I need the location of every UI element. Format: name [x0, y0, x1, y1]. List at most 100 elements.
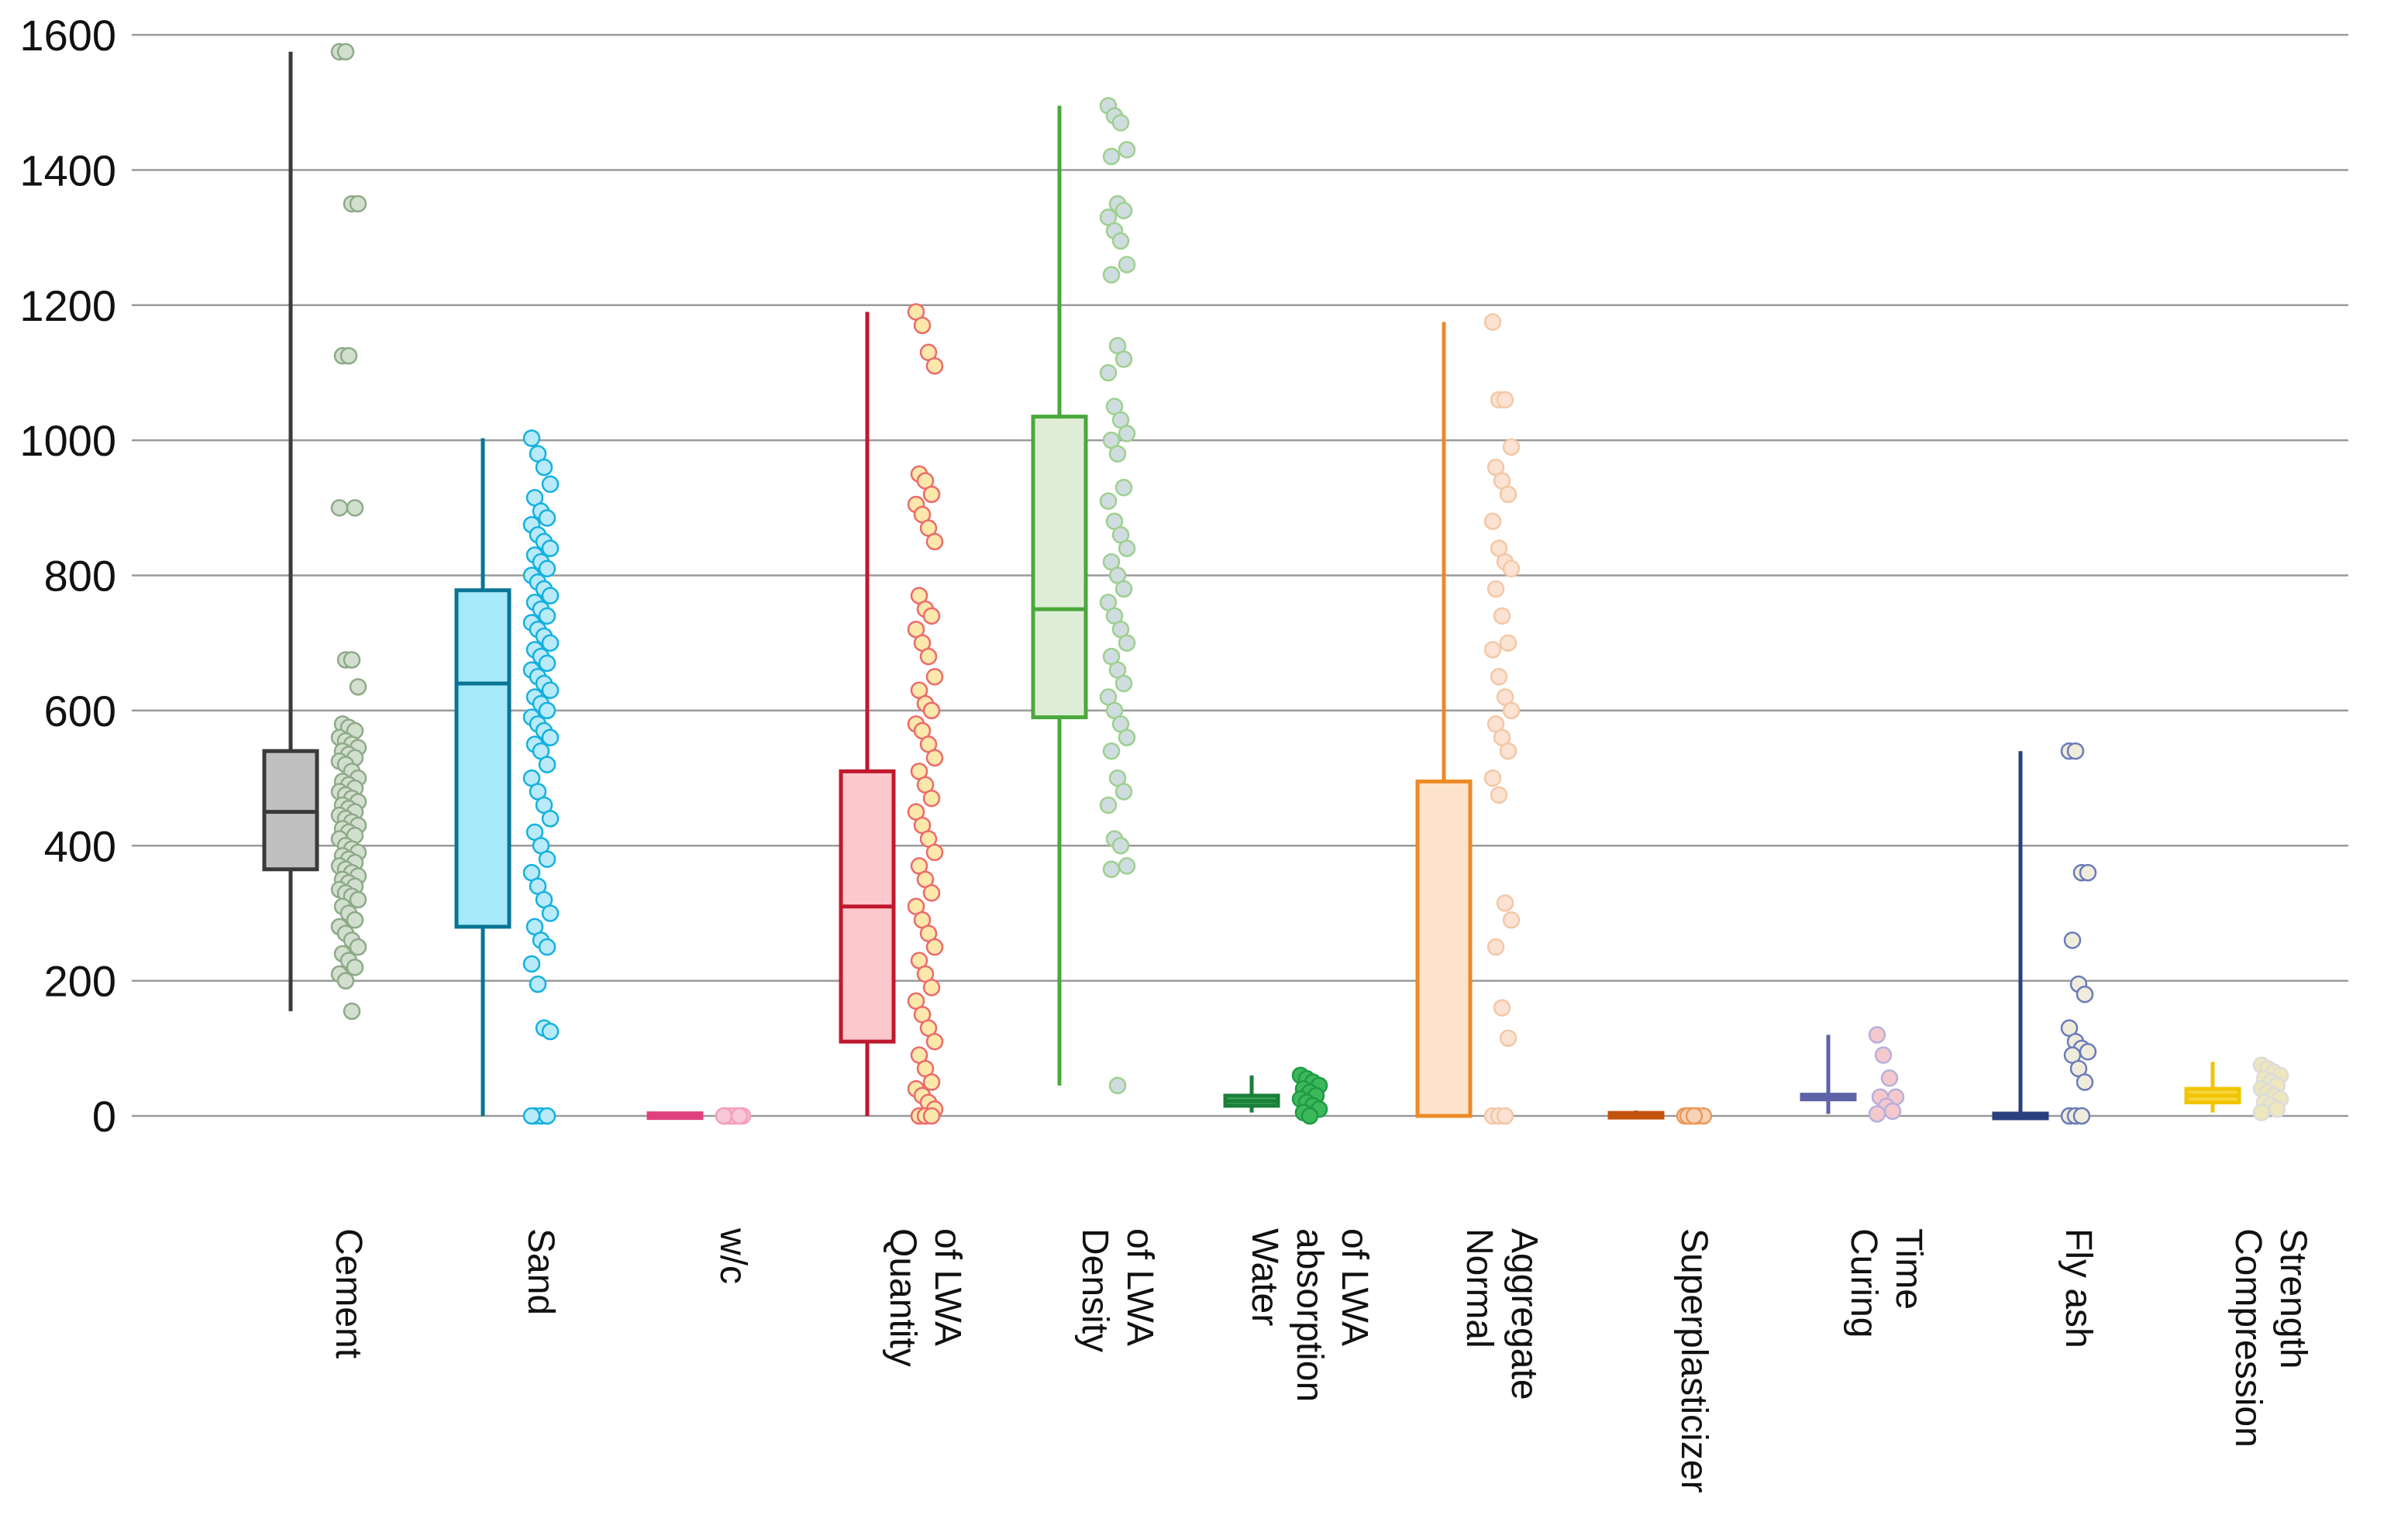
data-point-quantity-of-lwa [925, 938, 944, 956]
series-water-absorption-of-lwa [1223, 1066, 1328, 1125]
points-curing-time [1868, 1026, 1905, 1123]
data-point-cement [339, 346, 358, 365]
data-point-density-of-lwa [1118, 728, 1136, 746]
data-point-sand [541, 1022, 560, 1041]
y-tick-label-1000: 1000 [19, 416, 116, 465]
data-point-sand [541, 634, 560, 652]
series-fly-ash [1992, 742, 2097, 1125]
x-label-line: of LWA [1119, 1228, 1160, 1346]
data-point-density-of-lwa [1099, 492, 1118, 510]
series-quantity-of-lwa [839, 303, 944, 1125]
y-tick-label-1200: 1200 [19, 281, 116, 330]
data-point-cement [346, 499, 364, 517]
data-point-normal-aggregate [1502, 701, 1521, 720]
data-point-quantity-of-lwa [925, 356, 944, 375]
data-point-normal-aggregate [1493, 607, 1511, 625]
data-point-normal-aggregate [1496, 894, 1514, 912]
x-label-line: Curing [1843, 1228, 1884, 1338]
x-label-cement: Cement [328, 1228, 369, 1358]
data-point-normal-aggregate [1499, 485, 1517, 504]
box-sand [454, 588, 512, 929]
data-point-density-of-lwa [1108, 1076, 1127, 1095]
x-label-compression-strength: Compression Strength [2227, 1228, 2313, 1448]
series-compression-strength [2184, 1056, 2289, 1121]
x-label-line: Fly ash [2058, 1228, 2099, 1348]
data-point-quantity-of-lwa [922, 485, 941, 504]
points-sand [522, 429, 560, 1125]
data-point-density-of-lwa [1114, 783, 1133, 801]
data-point-normal-aggregate [1502, 438, 1521, 456]
data-point-quantity-of-lwa [922, 789, 941, 807]
data-point-quantity-of-lwa [922, 701, 941, 720]
data-point-density-of-lwa [1111, 837, 1130, 855]
data-point-sand [522, 429, 541, 447]
points-water-absorption-of-lwa [1291, 1066, 1328, 1125]
data-point-normal-aggregate [1490, 786, 1508, 804]
data-point-density-of-lwa [1111, 232, 1130, 250]
x-label-water-absorption-of-lwa: Water absorption of LWA [1244, 1228, 1375, 1402]
data-point-water-absorption-of-lwa [1300, 1107, 1319, 1125]
x-label-line: Sand [520, 1228, 561, 1315]
data-point-sand [538, 938, 556, 956]
data-point-sand [522, 955, 541, 973]
x-label-line: Density [1074, 1228, 1115, 1352]
x-label-w-c: w/c [712, 1228, 753, 1284]
data-point-fly-ash [2076, 985, 2094, 1004]
data-point-quantity-of-lwa [925, 1032, 944, 1051]
data-point-density-of-lwa [1114, 350, 1133, 368]
x-label-line: Normal [1459, 1228, 1500, 1348]
series-density-of-lwa [1031, 97, 1136, 1095]
data-point-sand [538, 701, 556, 720]
data-point-density-of-lwa [1108, 445, 1127, 463]
data-point-cement [349, 938, 367, 956]
points-cement [330, 43, 367, 1021]
x-label-line: of LWA [927, 1228, 968, 1346]
data-point-normal-aggregate [1493, 999, 1511, 1017]
data-point-density-of-lwa [1118, 425, 1136, 442]
data-point-fly-ash [2072, 1107, 2091, 1125]
data-point-superplasticizer [1685, 1107, 1704, 1125]
data-point-normal-aggregate [1502, 560, 1521, 578]
data-point-normal-aggregate [1486, 580, 1505, 598]
data-point-sand [538, 850, 556, 868]
series-normal-aggregate [1415, 313, 1521, 1125]
box-density-of-lwa [1031, 415, 1088, 720]
data-point-cement [346, 911, 364, 929]
points-quantity-of-lwa [907, 303, 944, 1125]
data-point-sand [541, 810, 560, 828]
data-point-density-of-lwa [1102, 860, 1121, 879]
x-label-quantity-of-lwa: Quantity of LWA [882, 1228, 968, 1367]
data-point-cement [336, 43, 355, 61]
data-point-curing-time [1868, 1105, 1886, 1123]
data-point-density-of-lwa [1118, 539, 1136, 557]
data-point-quantity-of-lwa [922, 884, 941, 902]
x-label-fly-ash: Fly ash [2058, 1228, 2099, 1348]
data-point-fly-ash [2079, 1042, 2097, 1061]
data-point-density-of-lwa [1118, 256, 1136, 274]
x-label-line: Cement [328, 1228, 369, 1358]
series-w-c [646, 1107, 752, 1125]
data-point-sand [541, 539, 560, 557]
data-point-compression-strength [2268, 1100, 2286, 1118]
data-point-normal-aggregate [1502, 911, 1521, 929]
y-tick-label-400: 400 [44, 821, 116, 870]
y-tick-label-200: 200 [44, 957, 116, 1006]
data-point-quantity-of-lwa [913, 316, 932, 335]
data-point-density-of-lwa [1111, 114, 1130, 132]
data-point-normal-aggregate [1496, 391, 1514, 409]
data-point-fly-ash [2063, 931, 2082, 949]
data-point-cement [346, 958, 364, 976]
points-normal-aggregate [1483, 313, 1521, 1125]
data-point-density-of-lwa [1102, 147, 1121, 166]
data-point-quantity-of-lwa [922, 979, 941, 997]
data-point-sand [538, 560, 556, 578]
x-label-line: Quantity [882, 1228, 923, 1367]
x-label-superplasticizer: Superplasticizer [1673, 1228, 1714, 1493]
data-point-cement [349, 678, 367, 696]
data-point-normal-aggregate [1483, 769, 1502, 787]
data-point-w-c [715, 1107, 733, 1125]
x-label-curing-time: Curing Time [1843, 1228, 1929, 1338]
data-point-normal-aggregate [1483, 641, 1502, 659]
data-point-quantity-of-lwa [922, 607, 941, 625]
